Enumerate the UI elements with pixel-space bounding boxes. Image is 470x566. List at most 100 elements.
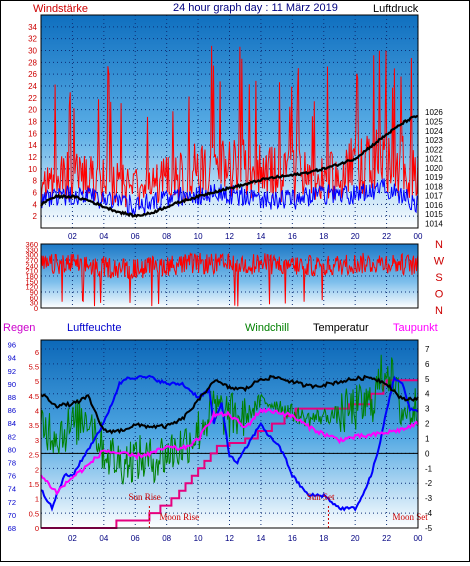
temperature-tick-label: -3 bbox=[425, 494, 433, 503]
hour-tick-label: 08 bbox=[162, 232, 171, 241]
hour-tick-label: 22 bbox=[382, 534, 391, 543]
temperature-tick-label: -1 bbox=[425, 464, 433, 473]
wind-tick-label: 12 bbox=[28, 153, 37, 162]
hour-tick-label: 14 bbox=[256, 534, 265, 543]
wind-tick-label: 18 bbox=[28, 118, 37, 127]
direction-tick-label: 300 bbox=[25, 251, 38, 260]
wind-tick-label: 26 bbox=[28, 70, 37, 79]
rain-tick-label: 4 bbox=[35, 407, 39, 416]
wind-speed-line bbox=[40, 45, 419, 208]
rain-tick-label: 0.5 bbox=[29, 509, 39, 518]
panel-direction-border bbox=[40, 243, 419, 309]
legend-windchill: Windchill bbox=[245, 322, 289, 334]
temperature-tick-label: 7 bbox=[425, 345, 430, 354]
humidity-tick-label: 92 bbox=[8, 367, 16, 376]
humidity-tick-label: 86 bbox=[8, 406, 16, 415]
direction-tick-label: 180 bbox=[25, 272, 38, 281]
pressure-tick-label: 1016 bbox=[425, 201, 443, 210]
direction-tick-label: 0 bbox=[34, 304, 38, 313]
direction-tick-label: 240 bbox=[25, 261, 38, 270]
hour-tick-label: 00 bbox=[414, 232, 423, 241]
temperature-tick-label: 3 bbox=[425, 405, 430, 414]
legend-luftfeuchte: Luftfeuchte bbox=[67, 322, 121, 334]
compass-label: N bbox=[435, 239, 443, 251]
wind-tick-label: 34 bbox=[28, 23, 37, 32]
temperature-tick-label: 2 bbox=[425, 420, 430, 429]
direction-tick-label: 90 bbox=[30, 288, 38, 297]
rain-axis: 0 0.5 1 1.5 2 2.5 3 3.5 4 4.5 5 5.5 6 bbox=[29, 348, 39, 533]
pressure-tick-label: 1021 bbox=[425, 155, 443, 164]
hour-tick-label: 10 bbox=[194, 534, 203, 543]
rain-tick-label: 2 bbox=[35, 465, 39, 474]
pressure-tick-label: 1018 bbox=[425, 182, 443, 191]
hour-tick-label: 16 bbox=[288, 534, 297, 543]
pressure-series-group bbox=[40, 115, 419, 218]
wind-tick-label: 10 bbox=[28, 165, 37, 174]
hour-tick-label: 04 bbox=[99, 232, 108, 241]
temperature-tick-label: 6 bbox=[425, 360, 430, 369]
humidity-tick-label: 74 bbox=[8, 485, 16, 494]
direction-tick-label: 120 bbox=[25, 283, 38, 292]
temperature-tick-label: 1 bbox=[425, 434, 430, 443]
moon-set-label: Moon Set bbox=[393, 512, 429, 522]
pressure-tick-label: 1019 bbox=[425, 173, 443, 182]
humidity-tick-label: 70 bbox=[8, 511, 16, 520]
hour-tick-label: 20 bbox=[351, 232, 360, 241]
hour-tick-label: 00 bbox=[414, 534, 423, 543]
humidity-tick-label: 76 bbox=[8, 472, 16, 481]
temperature-axis: -5 -4 -3 -2 -1 0 1 2 3 4 5 6 7 bbox=[425, 345, 433, 533]
humidity-tick-label: 96 bbox=[8, 341, 16, 350]
humidity-tick-label: 84 bbox=[8, 419, 16, 428]
rain-tick-label: 5 bbox=[35, 377, 39, 386]
x-axis-hours-top: 02 04 06 08 10 12 14 16 18 20 22 00 bbox=[68, 232, 423, 241]
rain-line bbox=[41, 379, 418, 529]
humidity-axis: 68 70 72 74 76 78 80 82 84 86 88 90 92 94 96 bbox=[8, 341, 16, 533]
humidity-line bbox=[40, 374, 419, 512]
hour-tick-label: 12 bbox=[225, 534, 234, 543]
humidity-tick-label: 72 bbox=[8, 498, 16, 507]
x-axis-hours-bottom: 02 04 06 08 10 12 14 16 18 20 22 00 bbox=[68, 534, 423, 543]
pressure-tick-label: 1025 bbox=[425, 118, 443, 127]
hour-tick-label: 04 bbox=[99, 534, 108, 543]
hour-tick-label: 14 bbox=[256, 232, 265, 241]
compass-label: O bbox=[435, 289, 444, 301]
panel-wind-border bbox=[40, 14, 419, 229]
wind-tick-label: 22 bbox=[28, 94, 37, 103]
humidity-tick-label: 82 bbox=[8, 432, 16, 441]
pressure-tick-label: 1020 bbox=[425, 164, 443, 173]
pressure-tick-label: 1022 bbox=[425, 145, 443, 154]
wind-tick-label: 24 bbox=[28, 82, 37, 91]
hour-tick-label: 06 bbox=[131, 232, 140, 241]
humidity-tick-label: 78 bbox=[8, 458, 16, 467]
humidity-tick-label: 88 bbox=[8, 393, 16, 402]
rain-tick-label: 5.5 bbox=[29, 362, 39, 371]
rain-tick-label: 4.5 bbox=[29, 392, 39, 401]
hour-tick-label: 18 bbox=[319, 232, 328, 241]
sun-moon-annotations: Sun Rise Moon Rise Sun Set Moon Set bbox=[129, 492, 429, 528]
windchill-line bbox=[40, 354, 419, 485]
rain-tick-label: 2.5 bbox=[29, 451, 39, 460]
pressure-tick-label: 1023 bbox=[425, 136, 443, 145]
hour-tick-label: 02 bbox=[68, 534, 77, 543]
rain-tick-label: 1 bbox=[35, 495, 39, 504]
compass-label: S bbox=[435, 272, 442, 284]
panel-temperature-border bbox=[40, 339, 419, 529]
sun-rise-label: Sun Rise bbox=[129, 492, 161, 502]
temperature-series-group bbox=[40, 354, 419, 529]
humidity-tick-label: 90 bbox=[8, 380, 16, 389]
rain-tick-label: 0 bbox=[35, 524, 39, 533]
wind-min-line bbox=[40, 178, 419, 216]
legend: Regen Luftfeuchte Windchill Temperatur T… bbox=[3, 322, 438, 334]
pressure-tick-label: 1015 bbox=[425, 210, 443, 219]
temperature-line bbox=[40, 374, 419, 435]
wind-tick-label: 6 bbox=[33, 189, 38, 198]
temperature-tick-label: -4 bbox=[425, 509, 433, 518]
direction-tick-label: 60 bbox=[30, 293, 38, 302]
temperature-tick-label: 5 bbox=[425, 375, 430, 384]
wind-tick-label: 20 bbox=[28, 106, 37, 115]
rain-tick-label: 3.5 bbox=[29, 421, 39, 430]
chart-title: 24 hour graph day : 11 März 2019 bbox=[173, 2, 338, 14]
